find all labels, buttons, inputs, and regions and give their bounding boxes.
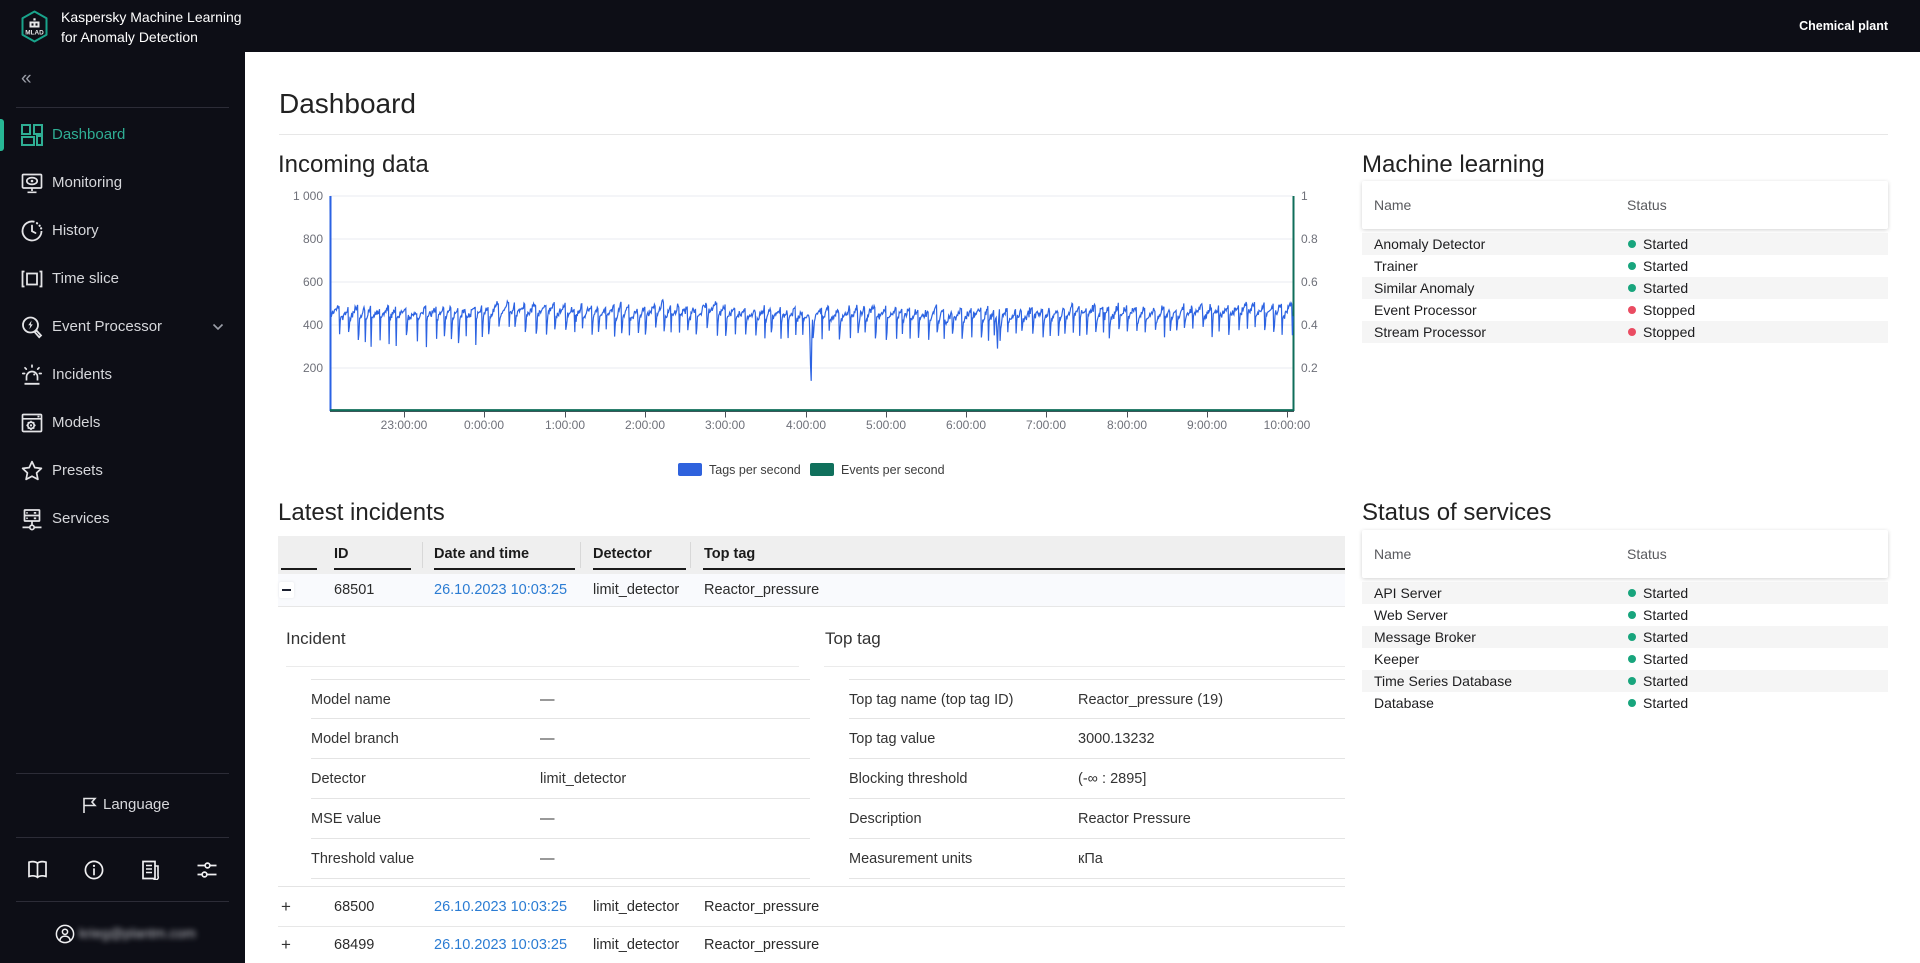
svg-text:3:00:00: 3:00:00 [705, 418, 745, 432]
svg-text:800: 800 [303, 232, 323, 246]
svg-text:4:00:00: 4:00:00 [786, 418, 826, 432]
svg-text:23:00:00: 23:00:00 [381, 418, 428, 432]
svg-text:7:00:00: 7:00:00 [1026, 418, 1066, 432]
svg-text:8:00:00: 8:00:00 [1107, 418, 1147, 432]
svg-text:0.8: 0.8 [1301, 232, 1318, 246]
svg-text:400: 400 [303, 318, 323, 332]
svg-text:1: 1 [1301, 189, 1308, 203]
svg-text:0.4: 0.4 [1301, 318, 1318, 332]
svg-text:10:00:00: 10:00:00 [1264, 418, 1311, 432]
svg-text:0.2: 0.2 [1301, 361, 1318, 375]
svg-text:9:00:00: 9:00:00 [1187, 418, 1227, 432]
svg-text:1:00:00: 1:00:00 [545, 418, 585, 432]
svg-text:6:00:00: 6:00:00 [946, 418, 986, 432]
svg-text:0:00:00: 0:00:00 [464, 418, 504, 432]
svg-text:2:00:00: 2:00:00 [625, 418, 665, 432]
svg-text:Events per second: Events per second [841, 463, 945, 477]
svg-text:1 000: 1 000 [293, 189, 323, 203]
svg-text:600: 600 [303, 275, 323, 289]
svg-text:0.6: 0.6 [1301, 275, 1318, 289]
svg-text:Tags per second: Tags per second [709, 463, 801, 477]
svg-text:5:00:00: 5:00:00 [866, 418, 906, 432]
svg-text:200: 200 [303, 361, 323, 375]
svg-text:MLAD: MLAD [25, 29, 44, 36]
